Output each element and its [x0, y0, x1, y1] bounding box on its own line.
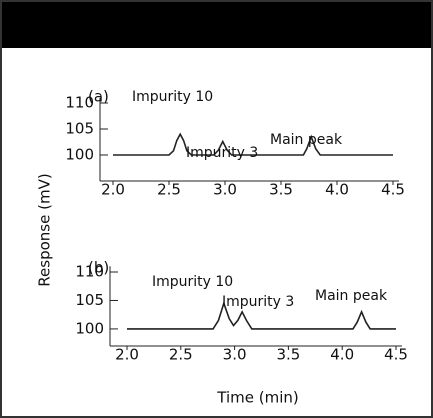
annotation: Impurity 10	[152, 274, 233, 290]
panel-label: (b)	[88, 259, 109, 277]
x-tick-label: 3.0	[223, 346, 247, 364]
x-tick-label: 2.5	[169, 346, 193, 364]
x-tick-label: 2.0	[115, 346, 139, 364]
annotation: Impurity 3	[222, 294, 294, 310]
y-tick-label: 100	[65, 146, 94, 164]
trace	[127, 300, 396, 330]
x-tick-label: 3.0	[213, 181, 237, 199]
x-axis-label: Time (min)	[216, 389, 298, 407]
y-tick-label: 100	[75, 319, 104, 337]
x-tick-label: 3.5	[269, 181, 293, 199]
annotation: Main peak	[270, 132, 343, 148]
x-tick-label: 3.5	[276, 346, 300, 364]
y-tick-label: 105	[65, 120, 94, 138]
x-tick-label: 2.0	[101, 181, 125, 199]
y-tick-label: 110	[65, 94, 94, 112]
y-tick-label: 110	[75, 262, 104, 280]
x-tick-label: 4.5	[381, 181, 405, 199]
y-axis-label: Response (mV)	[36, 173, 54, 286]
y-tick-label: 105	[75, 291, 104, 309]
panel-label: (a)	[88, 88, 109, 106]
x-tick-label: 4.0	[325, 181, 349, 199]
annotation: Impurity 3	[186, 145, 258, 161]
x-tick-label: 2.5	[157, 181, 181, 199]
x-tick-label: 4.5	[384, 346, 408, 364]
trace	[113, 132, 393, 156]
annotation: Main peak	[315, 288, 388, 304]
x-tick-label: 4.0	[330, 346, 354, 364]
annotation: Impurity 10	[132, 89, 213, 105]
header-bar	[0, 0, 433, 48]
